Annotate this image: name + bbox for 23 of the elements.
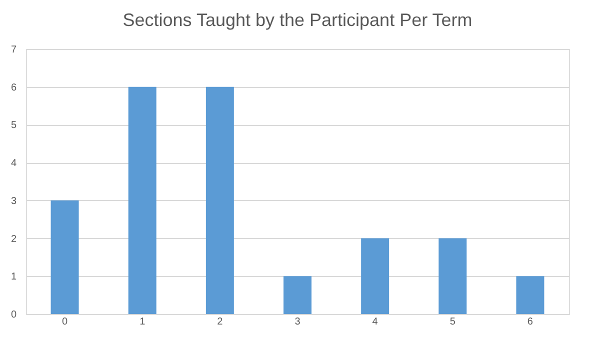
y-tick-label: 0 [10, 310, 17, 320]
bar [361, 238, 390, 314]
x-tick-label: 5 [450, 316, 456, 328]
y-tick-label: 1 [10, 272, 17, 283]
x-tick-label: 2 [217, 316, 224, 328]
y-tick-label: 5 [10, 120, 17, 132]
bar [516, 276, 544, 314]
y-tick-label: 3 [10, 196, 17, 207]
x-tick-label: 4 [372, 316, 378, 328]
x-tick-label: 6 [527, 316, 534, 328]
bar [284, 276, 312, 314]
y-tick-label: 6 [10, 82, 17, 94]
x-tick-label: 1 [140, 316, 146, 328]
y-tick-label: 7 [10, 44, 17, 56]
y-tick-label: 4 [10, 158, 17, 170]
bar [206, 86, 234, 314]
bar [438, 238, 467, 314]
bar [50, 200, 79, 314]
bar [128, 86, 156, 314]
chart-title: Sections Taught by the Participant Per Term [122, 10, 472, 30]
x-tick-label: 3 [294, 316, 301, 328]
x-tick-label: 0 [62, 316, 68, 328]
y-tick-label: 2 [10, 234, 17, 245]
